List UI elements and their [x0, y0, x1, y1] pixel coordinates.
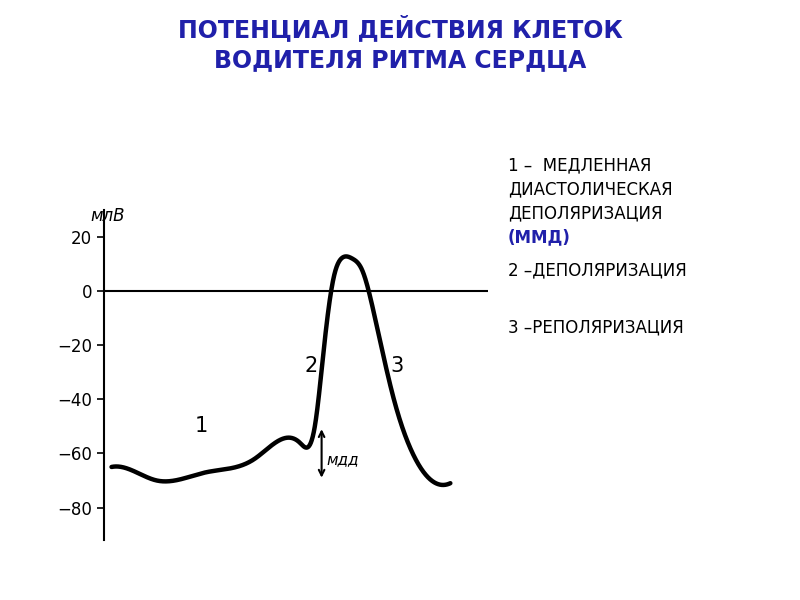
Text: ДИАСТОЛИЧЕСКАЯ: ДИАСТОЛИЧЕСКАЯ [508, 180, 673, 198]
Text: (ММД): (ММД) [508, 228, 571, 246]
Text: 1 –  МЕДЛЕННАЯ: 1 – МЕДЛЕННАЯ [508, 156, 651, 174]
Text: 3 –РЕПОЛЯРИЗАЦИЯ: 3 –РЕПОЛЯРИЗАЦИЯ [508, 318, 684, 336]
Text: мдд: мдд [327, 452, 359, 467]
Text: ВОДИТЕЛЯ РИТМА СЕРДЦА: ВОДИТЕЛЯ РИТМА СЕРДЦА [214, 48, 586, 72]
Text: 2 –ДЕПОЛЯРИЗАЦИЯ: 2 –ДЕПОЛЯРИЗАЦИЯ [508, 261, 686, 279]
Text: млВ: млВ [91, 207, 126, 225]
Text: 2: 2 [304, 356, 318, 376]
Text: ПОТЕНЦИАЛ ДЕЙСТВИЯ КЛЕТОК: ПОТЕНЦИАЛ ДЕЙСТВИЯ КЛЕТОК [178, 15, 622, 42]
Text: 1: 1 [194, 416, 208, 436]
Text: ДЕПОЛЯРИЗАЦИЯ: ДЕПОЛЯРИЗАЦИЯ [508, 204, 662, 222]
Text: 3: 3 [390, 356, 403, 376]
